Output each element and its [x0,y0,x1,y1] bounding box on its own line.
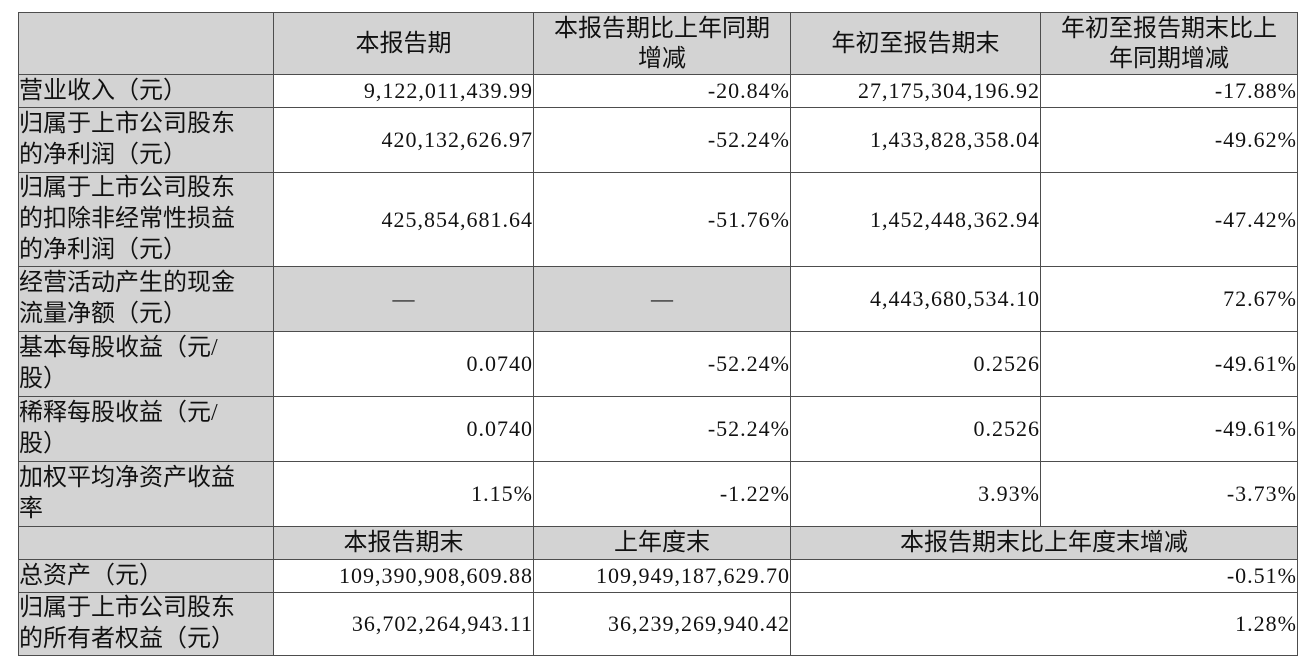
cell-value: 36,239,269,940.42 [533,592,791,656]
col-header-current-period-yoy: 本报告期比上年同期 增减 [533,12,791,75]
cell-value: 72.67% [1040,266,1298,332]
cell-value: -47.42% [1040,172,1298,267]
cell-value: -49.62% [1040,107,1298,173]
cell-value: -52.24% [533,396,791,462]
cell-dash: — [273,266,534,332]
row-label: 归属于上市公司股东 的所有者权益（元） [18,592,274,656]
row-label: 总资产（元） [18,559,274,593]
cell-value: -1.22% [533,461,791,527]
col-header-period-end-vs-prior-year-end: 本报告期末比上年度末增减 [790,526,1298,560]
row-label: 加权平均净资产收益 率 [18,461,274,527]
col-header-prior-year-end: 上年度末 [533,526,791,560]
table-row-revenue: 营业收入（元） 9,122,011,439.99 -20.84% 27,175,… [18,74,1298,108]
cell-value: 1.15% [273,461,534,527]
col-header-ytd-yoy: 年初至报告期末比上 年同期增减 [1040,12,1298,75]
cell-value: -49.61% [1040,396,1298,462]
cell-value: -17.88% [1040,74,1298,108]
cell-value: 1,452,448,362.94 [790,172,1041,267]
cell-value: 109,949,187,629.70 [533,559,791,593]
corner-blank-cell [18,526,274,560]
cell-value: 425,854,681.64 [273,172,534,267]
table-row-basic-eps: 基本每股收益（元/ 股） 0.0740 -52.24% 0.2526 -49.6… [18,331,1298,397]
cell-value: -52.24% [533,331,791,397]
row-label: 归属于上市公司股东 的净利润（元） [18,107,274,173]
table-row-shareholders-equity: 归属于上市公司股东 的所有者权益（元） 36,702,264,943.11 36… [18,592,1298,656]
cell-value: 9,122,011,439.99 [273,74,534,108]
cell-value: 0.0740 [273,396,534,462]
table-row-net-profit-deducted: 归属于上市公司股东 的扣除非经常性损益 的净利润（元） 425,854,681.… [18,172,1298,267]
table-row-weighted-avg-roe: 加权平均净资产收益 率 1.15% -1.22% 3.93% -3.73% [18,461,1298,527]
row-label: 营业收入（元） [18,74,274,108]
cell-value: 3.93% [790,461,1041,527]
table-row-diluted-eps: 稀释每股收益（元/ 股） 0.0740 -52.24% 0.2526 -49.6… [18,396,1298,462]
col-header-ytd: 年初至报告期末 [790,12,1041,75]
cell-value: -51.76% [533,172,791,267]
row-label: 归属于上市公司股东 的扣除非经常性损益 的净利润（元） [18,172,274,267]
cell-value: 4,443,680,534.10 [790,266,1041,332]
cell-value: 0.2526 [790,396,1041,462]
period-header-row: 本报告期 本报告期比上年同期 增减 年初至报告期末 年初至报告期末比上 年同期增… [18,12,1298,75]
table-row-total-assets: 总资产（元） 109,390,908,609.88 109,949,187,62… [18,559,1298,593]
cell-value: -3.73% [1040,461,1298,527]
cell-value: -20.84% [533,74,791,108]
cell-value: 1,433,828,358.04 [790,107,1041,173]
cell-value: 1.28% [790,592,1298,656]
yearend-header-row: 本报告期末 上年度末 本报告期末比上年度末增减 [18,526,1298,560]
row-label: 稀释每股收益（元/ 股） [18,396,274,462]
key-financial-indicators-table: 本报告期 本报告期比上年同期 增减 年初至报告期末 年初至报告期末比上 年同期增… [18,12,1298,656]
cell-value: -49.61% [1040,331,1298,397]
cell-value: 27,175,304,196.92 [790,74,1041,108]
row-label: 经营活动产生的现金 流量净额（元） [18,266,274,332]
cell-dash: — [533,266,791,332]
cell-value: 36,702,264,943.11 [273,592,534,656]
table-row-operating-cash-flow: 经营活动产生的现金 流量净额（元） — — 4,443,680,534.10 7… [18,266,1298,332]
table-row-net-profit: 归属于上市公司股东 的净利润（元） 420,132,626.97 -52.24%… [18,107,1298,173]
cell-value: 109,390,908,609.88 [273,559,534,593]
row-label: 基本每股收益（元/ 股） [18,331,274,397]
cell-value: 420,132,626.97 [273,107,534,173]
col-header-current-period: 本报告期 [273,12,534,75]
corner-blank-cell [18,12,274,75]
cell-value: 0.2526 [790,331,1041,397]
cell-value: 0.0740 [273,331,534,397]
cell-value: -0.51% [790,559,1298,593]
col-header-period-end: 本报告期末 [273,526,534,560]
cell-value: -52.24% [533,107,791,173]
